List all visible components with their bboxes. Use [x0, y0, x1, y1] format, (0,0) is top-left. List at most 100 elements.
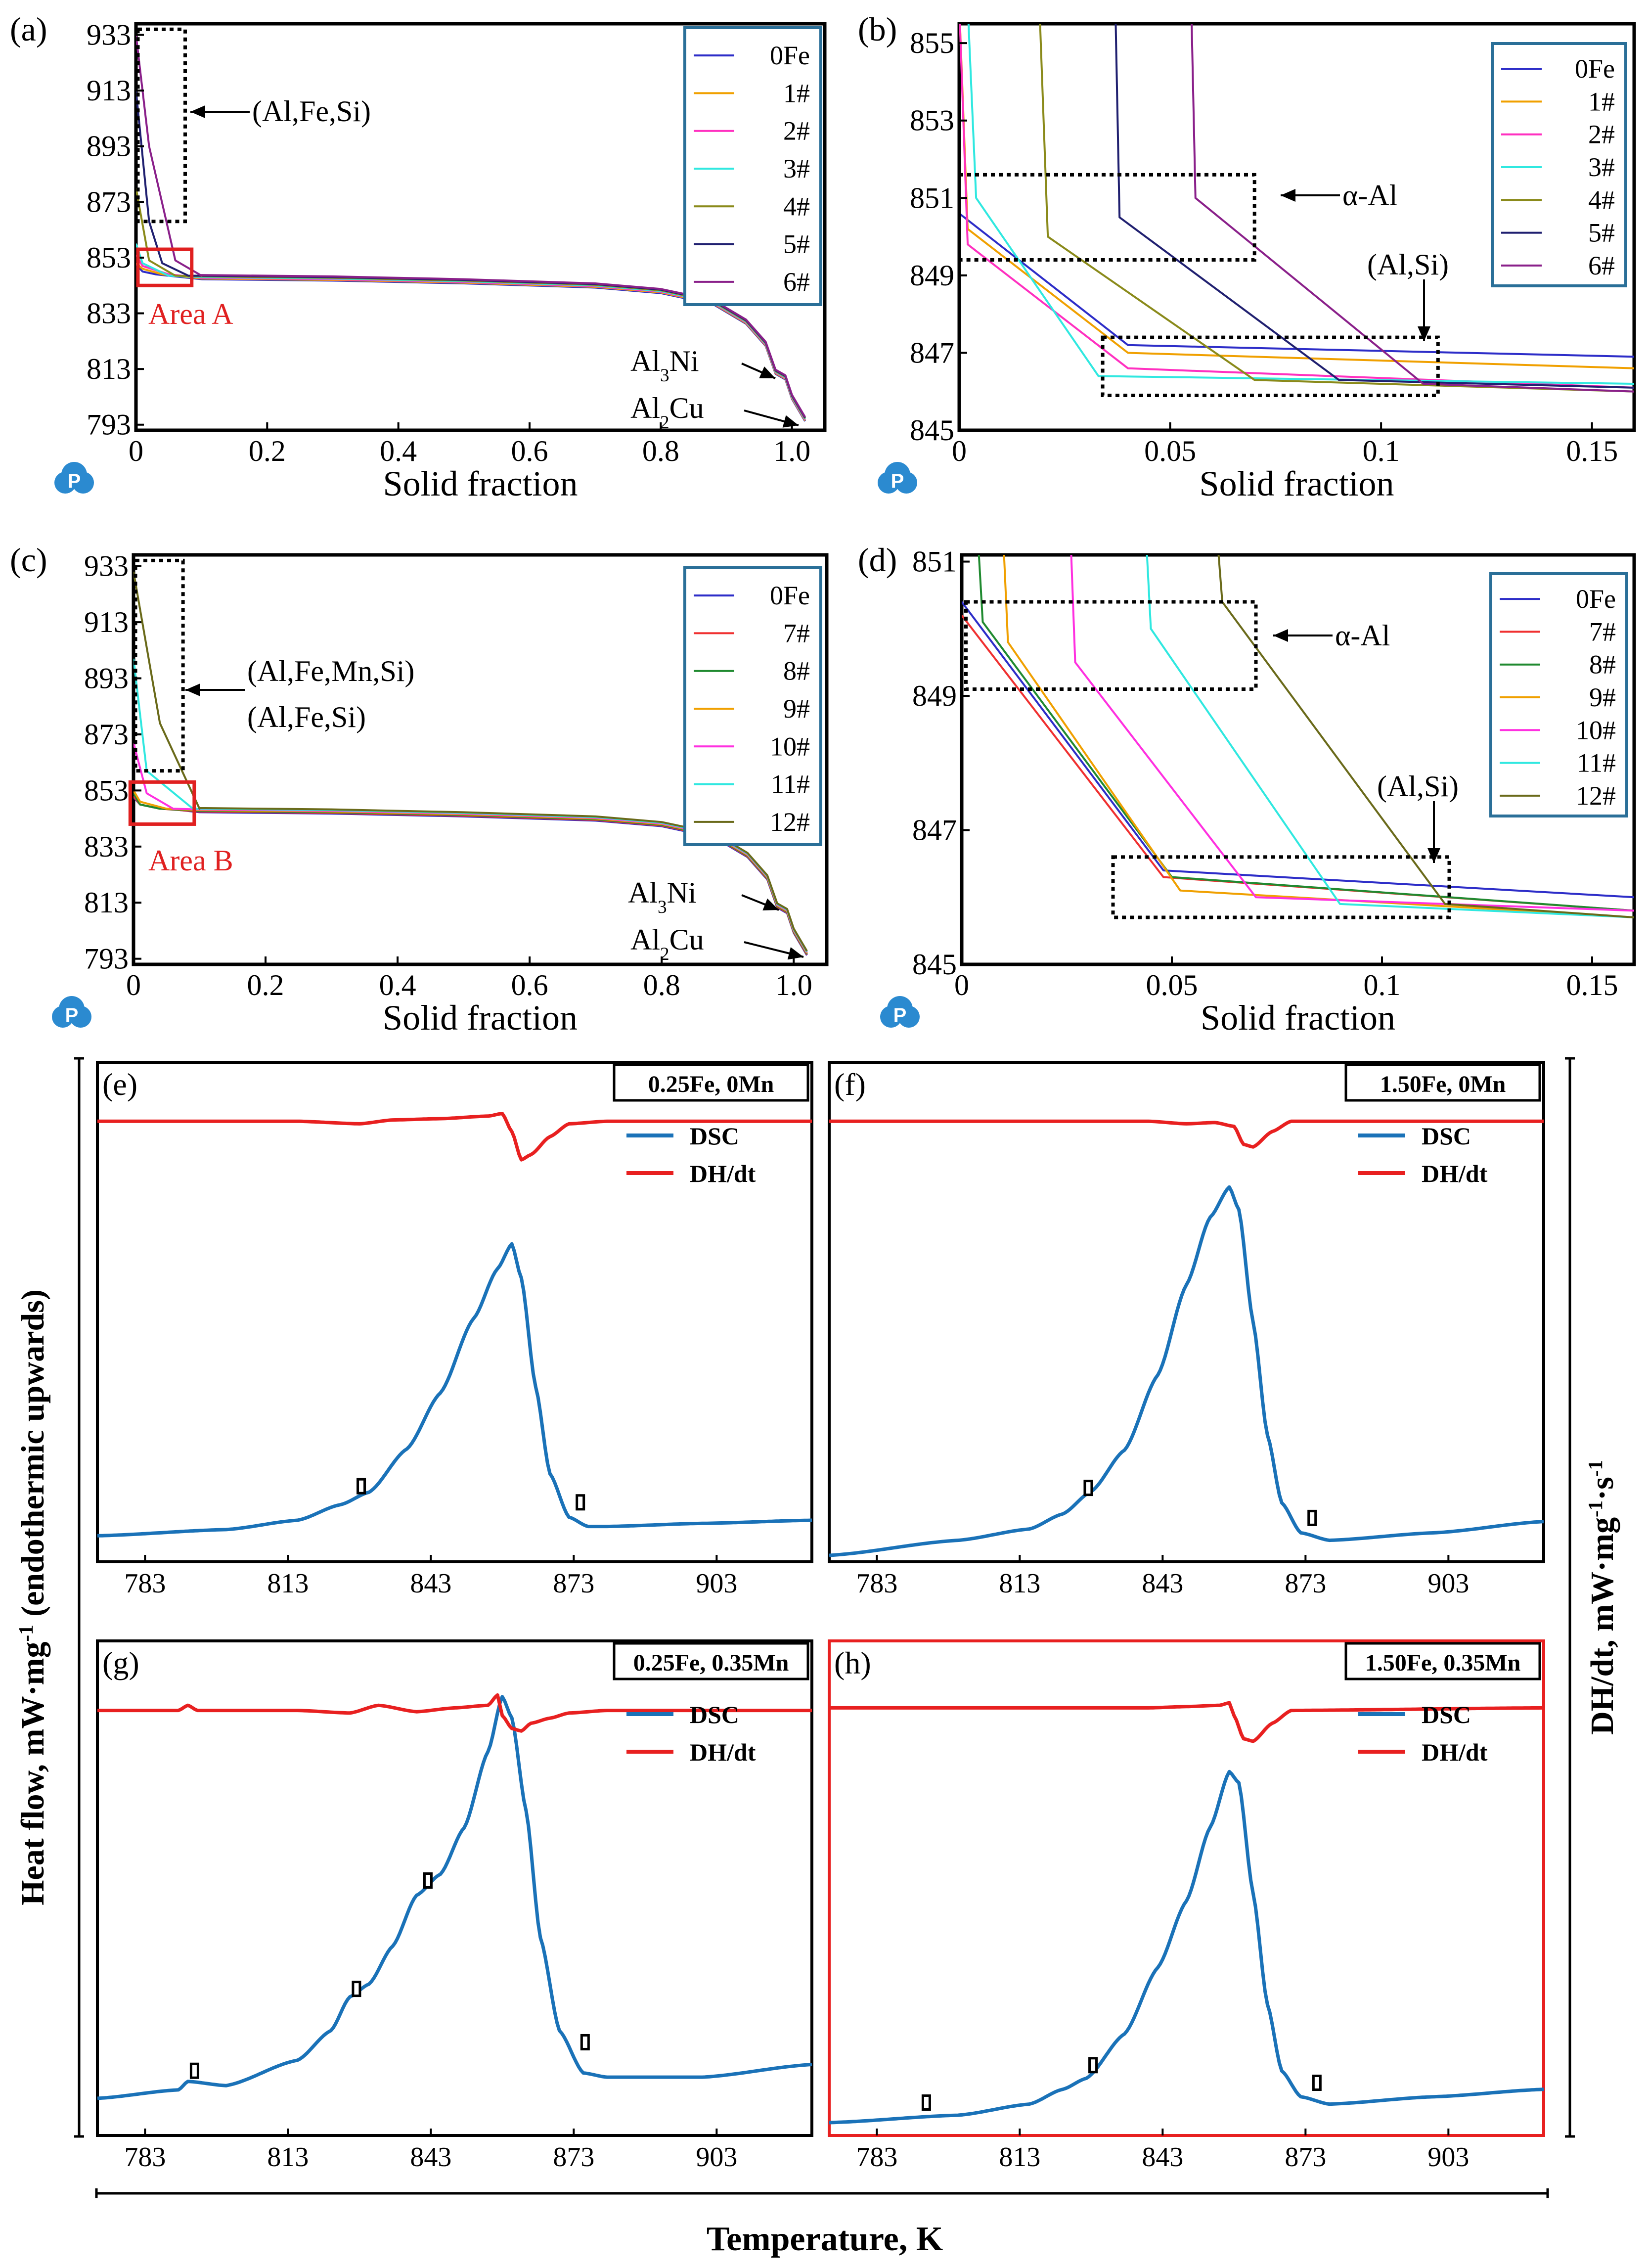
series-group-d [962, 555, 1634, 918]
legend-d-legend-label-4: 10# [1576, 715, 1616, 745]
marker-h-2 [1312, 2075, 1322, 2091]
legend-a-legend: 0Fe 1# 2# 3# 4# 5# 6# [683, 26, 822, 306]
xtick-label-b-0: 0 [952, 435, 967, 467]
panel-label-c: (c) [10, 541, 47, 579]
series-c-12# [134, 571, 808, 952]
ytick-label-a-5: 893 [87, 130, 131, 163]
logo-lobe-top [887, 996, 913, 1022]
xlabel-b: Solid fraction [1200, 464, 1394, 503]
arrow-alpha-b-head [1281, 189, 1295, 202]
ytick-label-c-6: 913 [84, 606, 129, 638]
series-d-0Fe [962, 601, 1634, 899]
anno-alpha-b: α-Al [1342, 179, 1397, 212]
marker-g-0 [189, 2062, 199, 2079]
marker-e-1 [576, 1494, 585, 1511]
legend-a-legend-label-5: 5# [783, 229, 810, 259]
legend-b-legend-frame [1491, 42, 1627, 287]
legend-b-legend-label-2: 2# [1588, 120, 1615, 149]
xtick-label-c-1: 0.2 [247, 969, 284, 1001]
xtick-label-g-4: 903 [696, 2142, 737, 2173]
xtick-label-g-1: 813 [267, 2142, 309, 2173]
condition-box-h [1344, 1642, 1541, 1680]
legend-a-legend-label-2: 2# [783, 116, 810, 146]
legend-f-dsc-label: DSC [1422, 1122, 1471, 1150]
series-g-dsc [97, 1695, 812, 2100]
arrow-alfesi-a-head [190, 105, 205, 118]
panel-e: 783 813 843 873 903 (e) 0.25Fe, 0Mn DSC DH/dt [96, 1061, 813, 1599]
xtick-label-h-4: 903 [1427, 2142, 1469, 2173]
arrow-alsi-d-head [1427, 848, 1440, 863]
legend-d-legend-label-3: 9# [1589, 682, 1616, 712]
condition-label-e: 0.25Fe, 0Mn [648, 1071, 774, 1097]
condition-label-g: 0.25Fe, 0.35Mn [633, 1650, 789, 1676]
y-axis-label-heat-flow: Heat flow, mW·mg-1 (endothermic upwards) [15, 1289, 51, 1905]
series-b-5# [1114, 24, 1634, 389]
legend-d-legend-label-2: 8# [1589, 650, 1616, 680]
ytick-label-a-4: 873 [87, 185, 131, 218]
xtick-label-f-3: 873 [1285, 1568, 1326, 1599]
xtick-label-f-4: 903 [1427, 1568, 1469, 1599]
logo-lobe-top [61, 462, 87, 488]
xtick-label-a-5: 1.0 [773, 435, 810, 467]
xtick-label-g-0: 783 [124, 2142, 166, 2173]
panel-label-b: (b) [858, 10, 897, 48]
condition-box-f [1344, 1063, 1541, 1102]
ytick-label-c-1: 813 [84, 886, 129, 919]
xtick-label-b-2: 0.1 [1363, 435, 1400, 467]
series-group-c [134, 571, 808, 956]
ytick-label-a-2: 833 [87, 297, 131, 330]
panel-label-d: (d) [858, 541, 897, 579]
xtick-label-h-0: 783 [856, 2142, 897, 2173]
legend-b-legend-label-1: 1# [1588, 87, 1615, 116]
box-area-a [136, 247, 194, 287]
series-f-dhdt [829, 1119, 1544, 1149]
legend-c-legend-label-4: 10# [770, 731, 810, 761]
xtick-label-d-1: 0.05 [1146, 969, 1198, 1001]
legend-d-legend-label-6: 12# [1576, 781, 1616, 811]
series-b-2# [959, 24, 1634, 389]
legend-d-legend-label-0: 0Fe [1576, 584, 1616, 614]
xtick-label-a-1: 0.2 [249, 435, 286, 467]
xlabel-a: Solid fraction [383, 464, 578, 503]
legend-b-legend-label-6: 6# [1588, 251, 1615, 280]
legend-b-legend-label-4: 4# [1588, 185, 1615, 215]
ytick-label-a-0: 793 [87, 408, 131, 441]
arrow-al2cu-c-head [787, 947, 803, 960]
xtick-label-c-5: 1.0 [775, 969, 812, 1001]
box-alfesi-a [136, 27, 187, 224]
publisher-logo-d: P [880, 996, 920, 1028]
legend-c-legend-label-6: 12# [770, 807, 810, 837]
legend-a-legend-label-3: 3# [783, 154, 810, 183]
xtick-label-b-3: 0.15 [1566, 435, 1618, 467]
series-e-dhdt [97, 1112, 812, 1162]
anno-alsi-b: (Al,Si) [1367, 248, 1449, 281]
shared-axes: Heat flow, mW·mg-1 (endothermic upwards)… [15, 1057, 1620, 2258]
ytick-label-c-5: 893 [84, 662, 129, 695]
box-alsi-b [1101, 335, 1440, 398]
arrow-al3ni-c-head [762, 898, 779, 910]
logo-letter: P [68, 470, 81, 492]
panel-d: 0 0.05 0.1 0.15 845 847 849 851 Solid fraction (d… [858, 541, 1636, 1038]
condition-box-e [613, 1063, 809, 1102]
xtick-label-a-0: 0 [129, 435, 143, 467]
legend-d-legend-frame [1489, 572, 1628, 817]
condition-box-g [613, 1642, 809, 1680]
marker-f-0 [1083, 1480, 1093, 1497]
legend-c-legend-label-5: 11# [771, 770, 810, 799]
series-g-dhdt [97, 1693, 812, 1733]
box-alpha-d [964, 600, 1258, 691]
series-h-dhdt [829, 1701, 1544, 1743]
series-f-dsc [829, 1185, 1544, 1557]
xtick-label-h-2: 843 [1142, 2142, 1183, 2173]
panel-h: 783 813 843 873 903 (h) 1.50Fe, 0.35Mn DSC DH/dt [828, 1639, 1545, 2173]
ytick-label-d-1: 847 [912, 814, 957, 847]
series-d-11# [1146, 555, 1634, 918]
publisher-logo-b: P [878, 462, 917, 494]
ytick-label-c-2: 833 [84, 830, 129, 863]
xtick-label-h-3: 873 [1285, 2142, 1326, 2173]
anno-al3ni-a: Al3Ni [630, 345, 699, 386]
ytick-label-b-4: 853 [910, 104, 954, 137]
legend-f-dhdt-label: DH/dt [1422, 1160, 1488, 1187]
marker-g-1 [352, 1981, 361, 1997]
legend-g-dhdt-label: DH/dt [690, 1738, 756, 1766]
